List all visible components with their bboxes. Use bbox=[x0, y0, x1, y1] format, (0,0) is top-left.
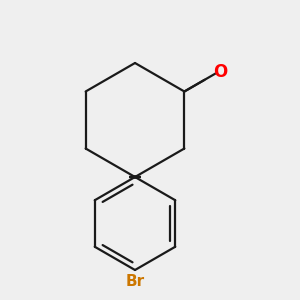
Text: Br: Br bbox=[125, 274, 145, 290]
Text: O: O bbox=[213, 63, 227, 81]
